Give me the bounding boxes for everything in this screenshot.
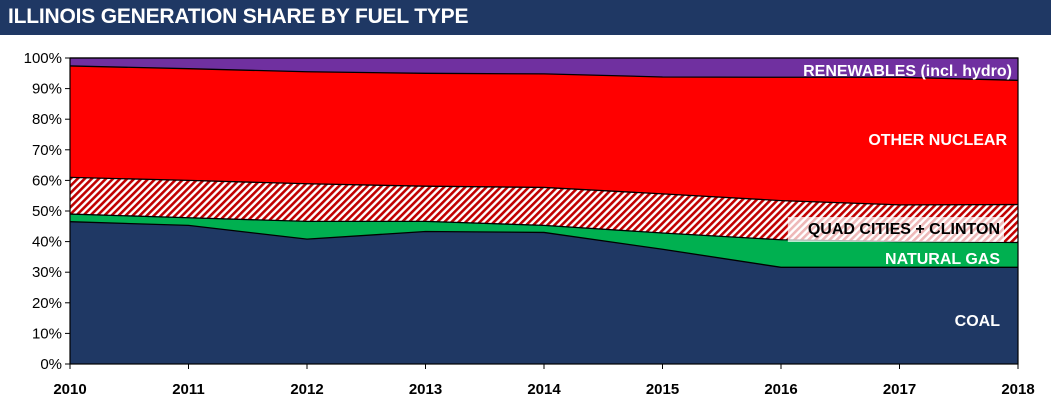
x-tick-label: 2016 bbox=[764, 381, 797, 398]
area-other-nuclear bbox=[70, 65, 1018, 205]
x-tick-label: 2013 bbox=[409, 381, 442, 398]
x-tick-label: 2011 bbox=[172, 381, 205, 398]
series-label-quad-cities-clinton: QUAD CITIES + CLINTON bbox=[808, 221, 1000, 238]
x-tick-label: 2010 bbox=[53, 381, 86, 398]
y-tick-label: 100% bbox=[24, 50, 62, 67]
y-tick-label: 10% bbox=[32, 325, 62, 342]
y-tick-label: 0% bbox=[40, 356, 62, 373]
line-coal bbox=[69, 221, 1018, 268]
y-tick-label: 60% bbox=[32, 172, 62, 189]
area-quad-cities-clinton bbox=[70, 177, 1018, 243]
y-tick-label: 40% bbox=[32, 234, 62, 251]
x-tick-label: 2018 bbox=[1001, 381, 1034, 398]
chart-title: ILLINOIS GENERATION SHARE BY FUEL TYPE bbox=[8, 5, 469, 28]
area-natural-gas bbox=[70, 214, 1018, 268]
series-label-backdrop bbox=[787, 217, 1004, 242]
y-tick-label: 20% bbox=[32, 295, 62, 312]
title-bar: ILLINOIS GENERATION SHARE BY FUEL TYPE bbox=[0, 0, 1051, 35]
x-tick-label: 2014 bbox=[527, 381, 561, 398]
series-label-natural-gas: NATURAL GAS bbox=[885, 251, 1000, 268]
area-coal bbox=[70, 221, 1018, 364]
y-tick-label: 30% bbox=[32, 264, 62, 281]
series-labels: COAL NATURAL GAS QUAD CITIES + CLINTON OTHE… bbox=[787, 63, 1012, 330]
y-tick-label: 50% bbox=[32, 203, 62, 220]
area-layers bbox=[69, 57, 1019, 364]
axes: 0% 10% 20% 30% 40% 50% 60% 70% 80% 90% 100% 2010 201… bbox=[24, 50, 1035, 398]
line-other-nuclear bbox=[69, 65, 1019, 81]
series-label-coal: COAL bbox=[955, 313, 1001, 330]
line-quad-cities-clinton bbox=[69, 176, 1019, 206]
series-label-renewables: RENEWABLES (incl. hydro) bbox=[803, 63, 1012, 80]
x-tick-label: 2017 bbox=[883, 381, 916, 398]
y-tick-label: 70% bbox=[32, 142, 62, 159]
y-tick-label: 90% bbox=[32, 81, 62, 98]
x-tick-label: 2012 bbox=[290, 381, 323, 398]
series-label-other-nuclear: OTHER NUCLEAR bbox=[868, 132, 1007, 149]
x-tick-label: 2015 bbox=[646, 381, 679, 398]
y-tick-label: 80% bbox=[32, 111, 62, 128]
area-renewables bbox=[70, 58, 1018, 81]
